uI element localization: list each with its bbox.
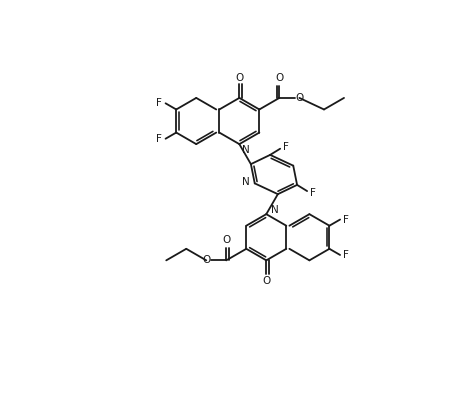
Text: N: N bbox=[271, 205, 278, 215]
Text: N: N bbox=[242, 177, 250, 187]
Text: N: N bbox=[242, 145, 250, 155]
Text: O: O bbox=[275, 73, 284, 83]
Text: F: F bbox=[310, 188, 316, 198]
Text: F: F bbox=[283, 142, 289, 152]
Text: F: F bbox=[344, 250, 349, 260]
Text: O: O bbox=[222, 235, 230, 245]
Text: O: O bbox=[262, 276, 270, 286]
Text: O: O bbox=[235, 73, 244, 83]
Text: F: F bbox=[157, 98, 162, 108]
Text: F: F bbox=[157, 134, 162, 144]
Text: F: F bbox=[344, 214, 349, 224]
Text: O: O bbox=[202, 255, 210, 265]
Text: O: O bbox=[295, 93, 304, 103]
